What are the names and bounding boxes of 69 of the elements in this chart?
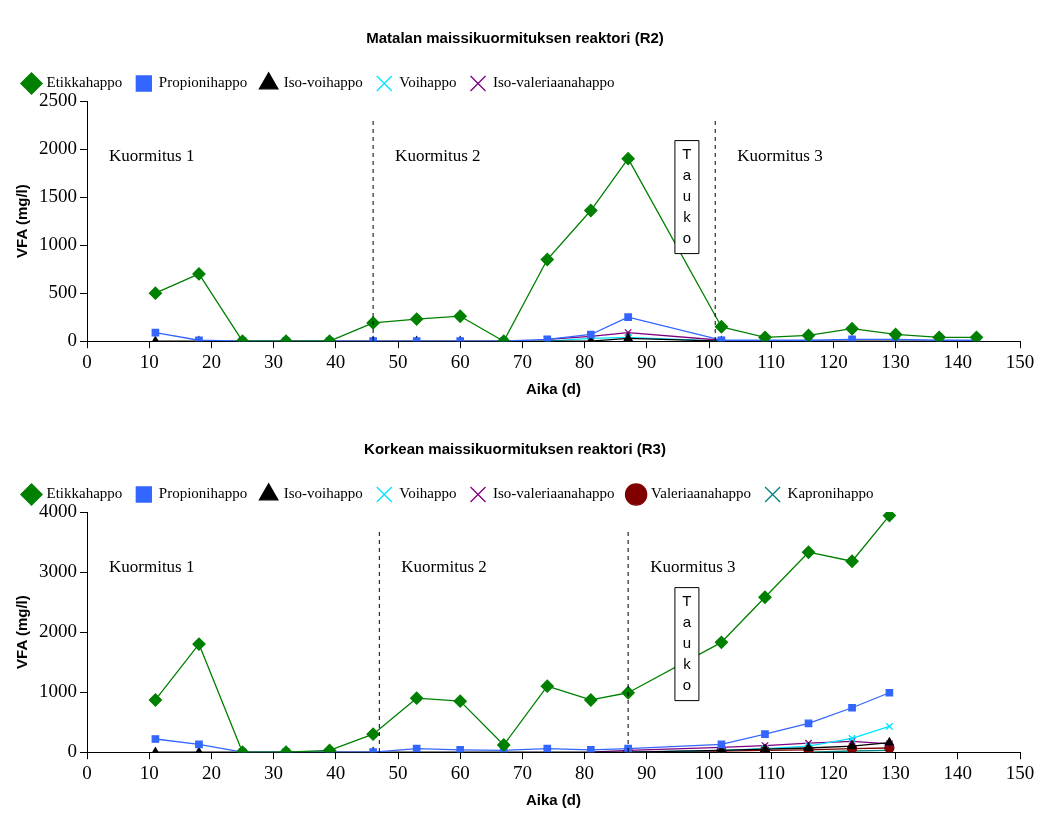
legend-label: Voihappo <box>399 74 457 91</box>
x-tick-label: 50 <box>388 761 408 783</box>
x-tick-label: 150 <box>1005 350 1035 372</box>
y-tick-label: 2000 <box>39 620 77 642</box>
annotation: Tauko <box>682 592 692 694</box>
x-tick-label: 90 <box>637 350 657 372</box>
x-tick-label: 100 <box>694 761 724 783</box>
x-tick-label: 120 <box>819 350 848 372</box>
y-tick-label: 2500 <box>39 88 77 110</box>
x-tick-label: 110 <box>757 350 786 372</box>
legend-label: Etikkahappo <box>46 485 123 502</box>
y-tick-label: 4000 <box>39 499 77 521</box>
legend-label: Propionihappo <box>158 485 248 502</box>
x-tick-label: 40 <box>326 350 346 372</box>
x-tick-label: 0 <box>82 761 92 783</box>
x-tick-label: 10 <box>139 350 159 372</box>
x-tick-label: 140 <box>943 350 973 372</box>
y-axis-title: VFA (mg/l) <box>13 184 31 258</box>
x-tick-label: 130 <box>881 350 910 372</box>
x-tick-label: 30 <box>264 761 284 783</box>
y-tick-label: 1000 <box>39 680 77 702</box>
x-tick-label: 130 <box>881 761 910 783</box>
x-tick-label: 0 <box>82 350 92 372</box>
y-tick-label: 1500 <box>39 185 77 207</box>
x-tick-label: 70 <box>512 350 532 372</box>
y-tick-label: 1000 <box>39 233 77 255</box>
x-tick-label: 60 <box>450 761 470 783</box>
y-tick-label: 0 <box>67 329 77 351</box>
x-axis-title: Aika (d) <box>525 380 582 398</box>
legend-label: Iso-valeriaanahappo <box>493 74 615 91</box>
x-tick-label: 40 <box>326 761 346 783</box>
legend-label: Iso-voihappo <box>283 485 363 502</box>
y-tick-label: 2000 <box>39 137 77 159</box>
legend-label: Etikkahappo <box>46 74 123 91</box>
legend-label: Iso-valeriaanahappo <box>493 485 615 502</box>
legend-label: Valeriaanahappo <box>651 485 752 502</box>
x-tick-label: 150 <box>1005 761 1035 783</box>
x-tick-label: 10 <box>139 761 159 783</box>
x-tick-label: 60 <box>450 350 470 372</box>
x-tick-label: 120 <box>819 761 848 783</box>
x-tick-label: 70 <box>512 761 532 783</box>
legend-label: Voihappo <box>399 485 457 502</box>
annotation: Kuormitus 2 <box>401 556 487 576</box>
legend-label: Propionihappo <box>158 74 248 91</box>
x-tick-label: 90 <box>637 761 657 783</box>
annotation: Kuormitus 2 <box>395 145 481 165</box>
y-tick-label: 0 <box>67 740 77 762</box>
x-axis-title: Aika (d) <box>525 791 582 809</box>
annotation: Kuormitus 3 <box>737 145 823 165</box>
chart-title: Matalan maissikuormituksen reaktori (R2) <box>366 29 664 47</box>
x-tick-label: 140 <box>943 761 973 783</box>
annotation: Kuormitus 1 <box>109 556 195 576</box>
y-axis-title: VFA (mg/l) <box>13 595 31 669</box>
x-tick-label: 20 <box>201 761 221 783</box>
annotation: Kuormitus 3 <box>650 556 736 576</box>
legend-label: Kapronihappo <box>787 485 874 502</box>
x-tick-label: 50 <box>388 350 408 372</box>
x-tick-label: 30 <box>264 350 284 372</box>
x-tick-label: 100 <box>694 350 724 372</box>
x-tick-label: 80 <box>575 350 595 372</box>
chart-title: Korkean maissikuormituksen reaktori (R3) <box>364 440 666 458</box>
annotation: Tauko <box>682 145 692 247</box>
y-tick-label: 3000 <box>39 560 77 582</box>
x-tick-label: 110 <box>757 761 786 783</box>
x-tick-label: 20 <box>201 350 221 372</box>
legend-label: Iso-voihappo <box>283 74 363 91</box>
y-tick-label: 500 <box>48 281 77 303</box>
annotation: Kuormitus 1 <box>109 145 195 165</box>
x-tick-label: 80 <box>575 761 595 783</box>
